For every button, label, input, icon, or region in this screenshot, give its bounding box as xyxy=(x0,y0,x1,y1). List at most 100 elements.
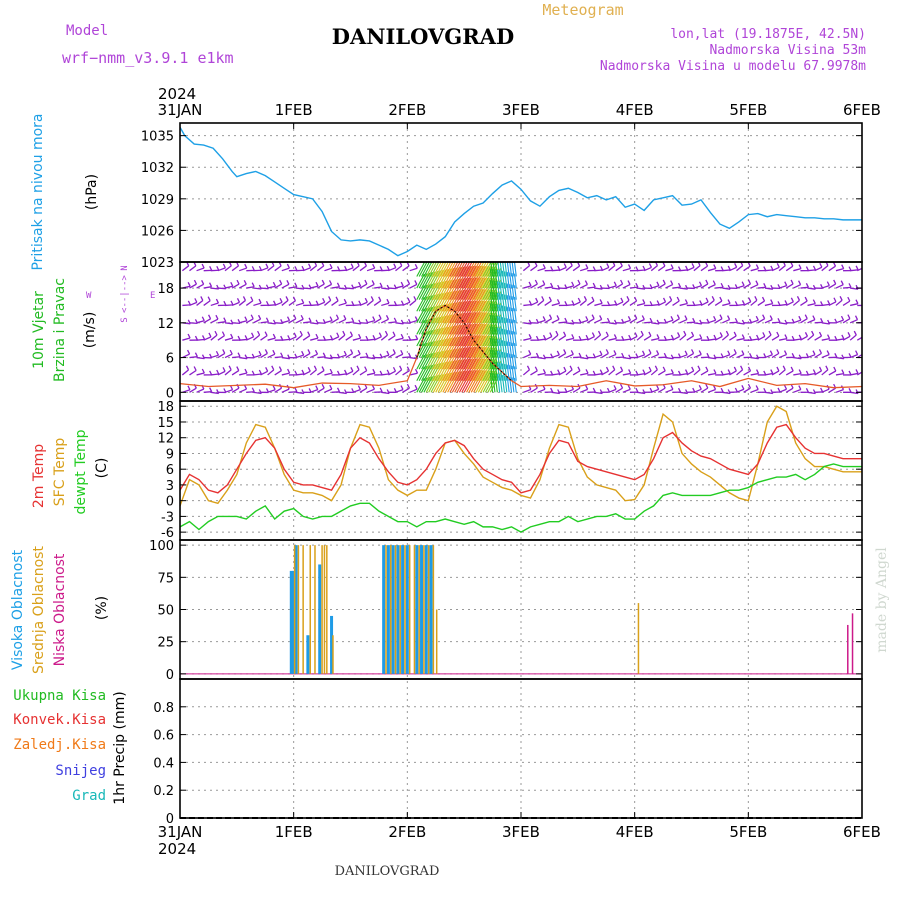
wind-storm-streak xyxy=(416,378,425,393)
wind-barb xyxy=(196,299,204,306)
wind-barb-flag xyxy=(371,384,376,390)
year-top: 2024 xyxy=(158,85,196,103)
wind-barb xyxy=(807,287,816,290)
wind-barb xyxy=(281,338,290,341)
wind-barb xyxy=(821,369,829,376)
wind-barb xyxy=(359,370,368,376)
wind-barb xyxy=(317,356,326,359)
wind-barb xyxy=(743,387,751,393)
wind-storm-streak xyxy=(477,289,491,312)
wind-barb xyxy=(615,370,623,376)
wind-storm-streak xyxy=(513,377,517,393)
wind-barb-flag xyxy=(344,369,348,375)
wind-barb xyxy=(729,370,737,376)
wind-barb-flag xyxy=(201,335,206,340)
wind-storm-streak xyxy=(430,270,441,289)
wind-storm-streak xyxy=(492,338,496,358)
wind-barb xyxy=(302,370,311,376)
wind-barb-flag xyxy=(526,365,531,371)
cloud-mid-bar xyxy=(297,545,300,674)
wind-storm-streak xyxy=(496,362,501,381)
wind-storm-streak xyxy=(470,335,484,358)
wind-storm-streak xyxy=(463,300,477,324)
wind-storm-streak xyxy=(473,370,486,393)
wind-barb xyxy=(253,318,261,324)
wind-storm-streak xyxy=(447,262,457,277)
wind-barb xyxy=(601,321,610,324)
wind-barb xyxy=(381,287,390,290)
wind-storm-streak xyxy=(423,353,433,370)
wind-barb-flag xyxy=(221,331,226,336)
wind-barb-flag xyxy=(649,301,653,306)
wind-barb-flag xyxy=(677,282,682,288)
wind-storm-streak xyxy=(432,316,444,335)
wind-barb xyxy=(402,301,411,307)
wind-storm-streak xyxy=(423,306,433,324)
wind-storm-streak xyxy=(437,262,447,277)
wind-storm-streak xyxy=(444,267,457,289)
bottom-tick-label: 1FEB xyxy=(275,823,313,841)
wind-compass-icon: N S <--|--> xyxy=(120,265,130,322)
wind-barb-flag xyxy=(819,262,823,268)
wind-barb-flag xyxy=(847,296,851,302)
wind-storm-streak xyxy=(473,300,486,324)
wind-storm-streak xyxy=(499,374,503,393)
wind-storm-streak xyxy=(435,315,447,335)
wind-barb-flag xyxy=(392,331,396,337)
wind-barb xyxy=(537,299,545,306)
wind-barb-flag xyxy=(841,369,845,374)
wind-barb-flag xyxy=(321,279,325,285)
wind-barb-flag xyxy=(577,297,581,303)
wind-storm-streak xyxy=(454,266,467,289)
wind-barb xyxy=(551,391,560,395)
wind-barb-flag xyxy=(307,349,311,354)
wind-storm-streak xyxy=(463,346,477,370)
wind-storm-streak xyxy=(466,335,479,358)
wind-barb xyxy=(828,370,837,376)
wind-barb-flag xyxy=(798,334,802,340)
cloud-mid-bar xyxy=(314,545,316,674)
wind-barb xyxy=(537,388,546,393)
wind-storm-streak xyxy=(444,337,457,358)
wind-storm-streak xyxy=(421,330,431,347)
lonlat-text: lon,lat (19.1875E, 42.5N) xyxy=(670,27,866,42)
wind-storm-streak xyxy=(492,373,496,393)
wind-barb xyxy=(636,334,644,341)
wind-barb xyxy=(295,373,305,376)
wind-storm-streak xyxy=(456,262,466,277)
wind-barb xyxy=(565,353,574,359)
wind-storm-streak xyxy=(432,362,444,381)
wind-barb xyxy=(267,337,276,341)
wind-barb xyxy=(636,318,645,324)
wind-barb xyxy=(842,318,851,324)
wind-barb xyxy=(729,266,737,272)
wind-storm-streak xyxy=(454,335,467,358)
compass-n: N xyxy=(120,265,130,270)
wind-barb-flag xyxy=(280,335,284,341)
wind-barb-flag xyxy=(349,331,353,336)
wind-barb-flag xyxy=(285,296,289,301)
wind-barb xyxy=(203,300,211,306)
wind-barb xyxy=(388,335,396,341)
y-tick-label: 18 xyxy=(157,400,174,415)
wind-barb xyxy=(303,321,312,324)
wind-barb-flag xyxy=(393,300,397,306)
wind-storm-streak xyxy=(416,262,425,277)
wind-barb-flag xyxy=(670,369,674,374)
wind-barb-flag xyxy=(691,366,695,372)
wind-barb xyxy=(246,391,255,393)
wind-barb xyxy=(594,269,603,272)
wind-barb xyxy=(651,303,660,307)
wind-storm-streak xyxy=(509,318,513,335)
wind-barb-flag xyxy=(194,335,199,341)
wind-barb xyxy=(338,391,347,395)
wind-storm-streak xyxy=(489,268,494,289)
wind-barb xyxy=(182,304,191,307)
wind-barb-flag xyxy=(372,316,376,321)
wind-barb-flag xyxy=(357,385,361,390)
wind-barb xyxy=(686,321,695,324)
wind-barb xyxy=(316,265,325,272)
wind-barb xyxy=(693,285,702,289)
wind-storm-streak xyxy=(437,361,449,381)
wind-storm-streak xyxy=(421,376,431,393)
